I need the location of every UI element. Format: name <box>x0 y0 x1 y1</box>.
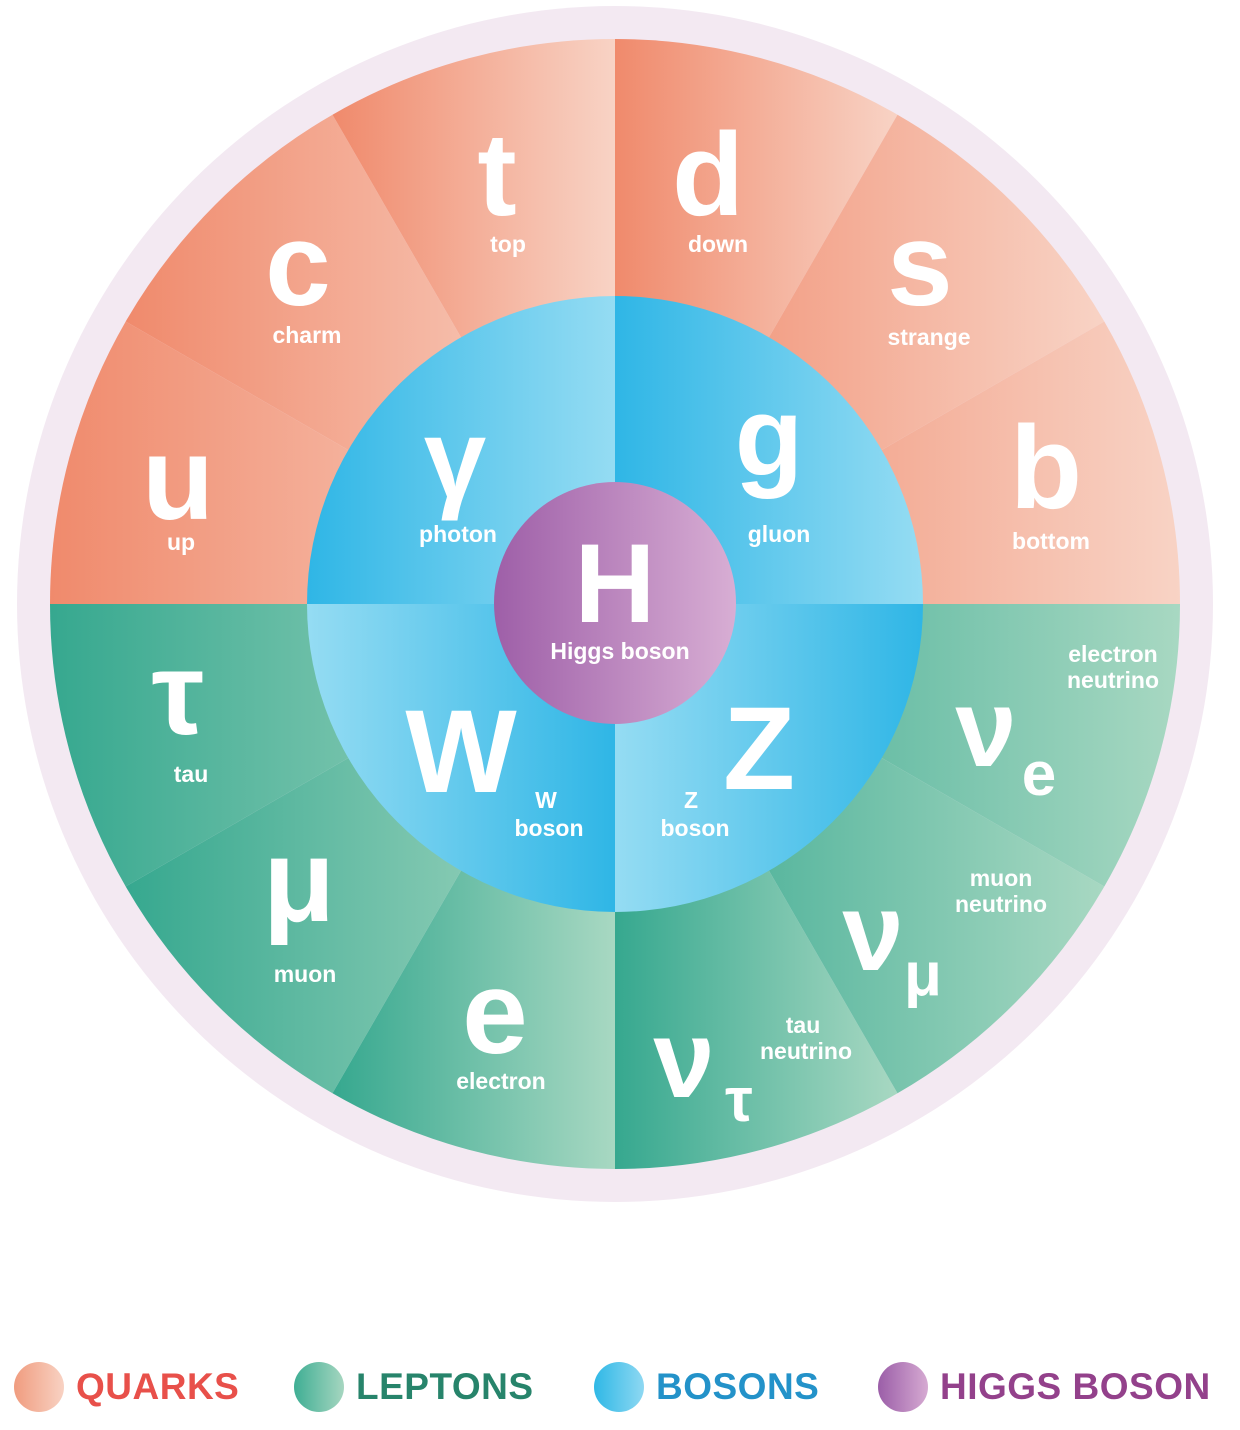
lepton-name-electron-neutrino-line1: electron <box>1068 641 1157 667</box>
boson-name-photon: photon <box>419 521 497 547</box>
legend-item-higgs-boson: HIGGS BOSON <box>878 1355 1211 1419</box>
legend-item-bosons: BOSONS <box>594 1355 819 1419</box>
boson-symbol-gluon: g <box>735 374 803 499</box>
legend-swatch-leptons <box>294 1362 344 1412</box>
quark-symbol-charm: c <box>265 199 331 331</box>
legend-item-leptons: LEPTONS <box>294 1355 534 1419</box>
quark-name-down: down <box>688 231 748 257</box>
boson-symbol-photon: γ <box>424 396 486 521</box>
legend-label-higgs-boson: HIGGS BOSON <box>940 1366 1211 1407</box>
legend-label-leptons: LEPTONS <box>356 1366 534 1407</box>
quark-symbol-down: d <box>672 109 744 241</box>
legend-label-bosons: BOSONS <box>656 1366 820 1407</box>
quark-name-strange: strange <box>887 324 970 350</box>
lepton-name-tau-neutrino-line2: neutrino <box>760 1038 852 1064</box>
quark-name-bottom: bottom <box>1012 528 1090 554</box>
lepton-name-muon: muon <box>274 961 337 987</box>
boson-name-z-line1: Z <box>684 787 698 813</box>
legend-label-quarks: QUARKS <box>76 1366 240 1407</box>
lepton-subscript-tau-neutrino: τ <box>725 1066 753 1135</box>
legend-item-quarks: QUARKS <box>14 1355 239 1419</box>
higgs-name: Higgs boson <box>550 638 689 664</box>
quark-symbol-bottom: b <box>1010 402 1082 534</box>
boson-name-w-line1: W <box>535 787 557 813</box>
quark-name-up: up <box>167 529 195 555</box>
lepton-symbol-electron-neutrino: ν <box>955 667 1016 790</box>
boson-symbol-z: Z <box>723 683 795 815</box>
quark-symbol-top: t <box>477 109 516 241</box>
quark-symbol-up: u <box>142 413 214 545</box>
higgs-symbol: H <box>575 521 656 646</box>
lepton-name-electron: electron <box>456 1068 545 1094</box>
boson-symbol-w: W <box>405 686 517 818</box>
quark-name-top: top <box>490 231 526 257</box>
lepton-name-electron-neutrino-line2: neutrino <box>1067 667 1159 693</box>
lepton-name-muon-neutrino-line1: muon <box>970 865 1033 891</box>
lepton-symbol-tau: τ <box>152 628 205 760</box>
lepton-subscript-muon-neutrino: μ <box>904 940 942 1009</box>
lepton-name-tau: tau <box>174 761 209 787</box>
legend: QUARKS LEPTONS BOSONS HIGGS BOSON <box>0 1355 1240 1419</box>
lepton-symbol-electron: e <box>462 947 528 1079</box>
lepton-symbol-muon: μ <box>263 815 335 947</box>
quark-name-charm: charm <box>272 322 341 348</box>
lepton-subscript-electron-neutrino: e <box>1022 740 1056 809</box>
higgs-circle <box>494 482 736 724</box>
boson-name-z-line2: boson <box>661 815 730 841</box>
lepton-name-muon-neutrino-line2: neutrino <box>955 891 1047 917</box>
lepton-symbol-tau-neutrino: ν <box>653 998 714 1121</box>
boson-name-w-line2: boson <box>515 815 584 841</box>
legend-swatch-quarks <box>14 1362 64 1412</box>
boson-name-gluon: gluon <box>748 521 811 547</box>
lepton-symbol-muon-neutrino: ν <box>842 871 903 994</box>
legend-swatch-higgs-boson <box>878 1362 928 1412</box>
lepton-name-tau-neutrino-line1: tau <box>786 1012 821 1038</box>
quark-symbol-strange: s <box>887 199 953 331</box>
legend-swatch-bosons <box>594 1362 644 1412</box>
